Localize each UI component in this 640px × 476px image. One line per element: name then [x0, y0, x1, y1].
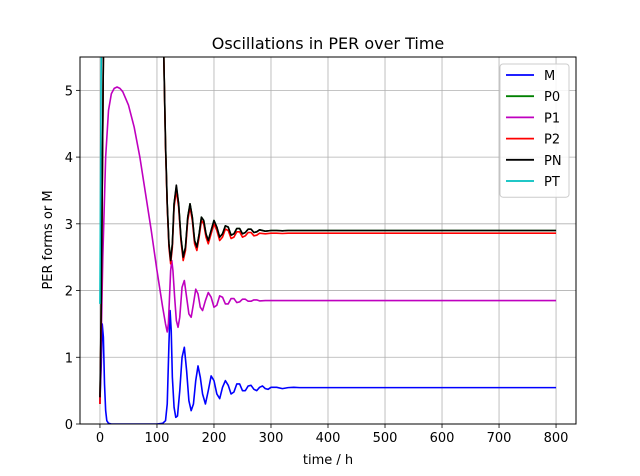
- chart-title: Oscillations in PER over Time: [212, 34, 445, 53]
- y-tick-label: 4: [65, 151, 73, 166]
- y-tick-label: 0: [65, 418, 73, 433]
- legend-label-pt: PT: [544, 175, 560, 190]
- series-line-pt: [99, 57, 103, 304]
- y-axis-ticks: 0 1 2 3 4 5: [65, 84, 80, 433]
- x-axis-label: time / h: [303, 453, 353, 468]
- y-tick-label: 5: [65, 84, 73, 99]
- legend-label-pn: PN: [544, 154, 562, 169]
- x-tick-label: 600: [430, 431, 455, 446]
- series-line-p1: [99, 86, 557, 404]
- x-tick-label: 500: [373, 431, 398, 446]
- series-line-pn: [99, 57, 557, 398]
- x-tick-label: 400: [316, 431, 341, 446]
- y-tick-label: 3: [65, 218, 73, 233]
- y-tick-label: 1: [65, 351, 73, 366]
- x-tick-label: 0: [96, 431, 104, 446]
- legend-label-p0: P0: [544, 90, 560, 105]
- series-line-p2: [99, 57, 557, 404]
- legend: M P0 P1 P2 PN PT: [499, 63, 570, 198]
- legend-label-p1: P1: [544, 111, 560, 126]
- y-axis-label: PER forms or M: [41, 190, 56, 289]
- plot-area: [99, 57, 557, 424]
- legend-box: [499, 63, 570, 198]
- x-tick-label: 200: [202, 431, 227, 446]
- series-layer: [99, 57, 557, 424]
- legend-label-p2: P2: [544, 133, 560, 148]
- x-tick-label: 300: [259, 431, 284, 446]
- x-tick-label: 700: [487, 431, 512, 446]
- y-tick-label: 2: [65, 285, 73, 300]
- legend-label-m: M: [544, 69, 555, 84]
- x-tick-label: 100: [145, 431, 170, 446]
- x-axis-ticks: 0 100 200 300 400 500 600 700 800: [96, 424, 569, 446]
- x-tick-label: 800: [544, 431, 569, 446]
- series-line-m: [99, 309, 557, 424]
